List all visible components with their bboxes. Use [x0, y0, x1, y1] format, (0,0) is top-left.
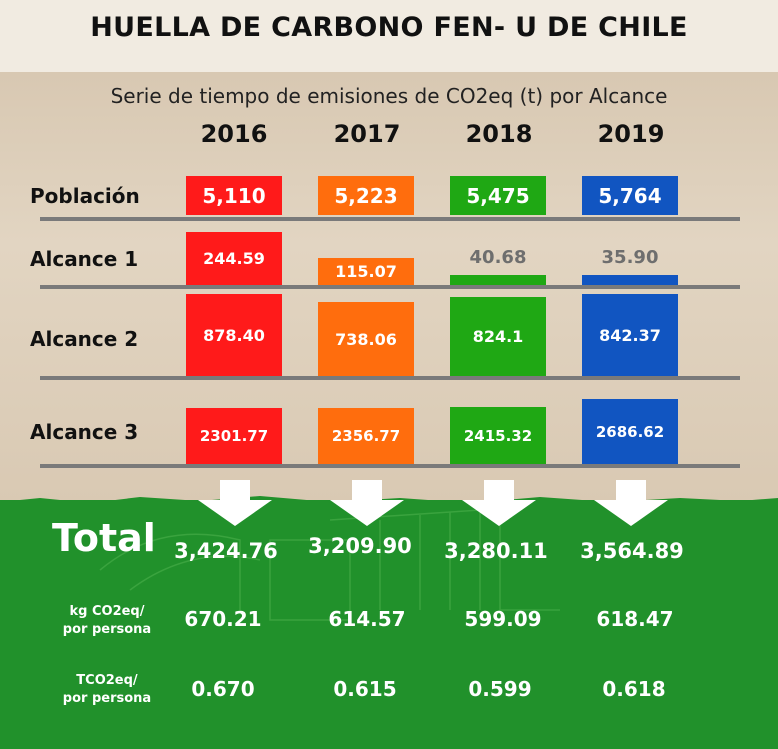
kg-per-person-label-line1: kg CO2eq/: [69, 604, 145, 619]
total-value: 3,424.76: [174, 539, 278, 563]
row-divider: [40, 376, 740, 380]
t-per-person-value: 0.618: [602, 677, 666, 701]
total-value: 3,209.90: [308, 534, 412, 558]
total-label: Total: [52, 516, 156, 560]
year-header: 2016: [200, 120, 268, 148]
year-header: 2019: [597, 120, 665, 148]
total-value: 3,280.11: [444, 539, 548, 563]
page-subtitle: Serie de tiempo de emisiones de CO2eq (t…: [110, 84, 668, 108]
row-label-alcance1: Alcance 1: [30, 247, 139, 271]
alcance2-cell: 738.06: [318, 302, 414, 376]
down-arrow-icon: [594, 480, 668, 526]
title-band: [0, 0, 778, 72]
alcance3-cell: 2686.62: [582, 399, 678, 464]
t-per-person-label-line1: TCO2eq/: [76, 673, 138, 688]
kg-per-person-value: 614.57: [328, 607, 406, 631]
alcance1-cell: 244.59: [186, 232, 282, 285]
kg-per-person-value: 618.47: [596, 607, 674, 631]
row-label-poblacion: Población: [30, 184, 140, 208]
t-per-person-value: 0.599: [468, 677, 532, 701]
t-per-person-value: 0.670: [191, 677, 255, 701]
row-label-alcance2: Alcance 2: [30, 327, 139, 351]
down-arrow-icon: [198, 480, 272, 526]
poblacion-cell: 5,475: [450, 176, 546, 215]
t-per-person-label-line2: por persona: [62, 691, 152, 706]
alcance1-cell: 115.07: [318, 258, 414, 285]
alcance1-bar: [450, 275, 546, 285]
alcance3-cell: 2415.32: [450, 407, 546, 464]
row-divider: [40, 217, 740, 221]
down-arrow-icon: [462, 480, 536, 526]
kg-per-person-value: 670.21: [184, 607, 262, 631]
down-arrow-icon: [330, 480, 404, 526]
alcance2-cell: 878.40: [186, 294, 282, 376]
page-title: HUELLA DE CARBONO FEN- U DE CHILE: [90, 12, 688, 43]
year-header: 2018: [465, 120, 533, 148]
alcance2-cell: 824.1: [450, 297, 546, 376]
green-band: [0, 500, 778, 749]
alcance1-value: 35.90: [601, 247, 659, 268]
row-label-alcance3: Alcance 3: [30, 420, 139, 444]
poblacion-cell: 5,110: [186, 176, 282, 215]
poblacion-cell: 5,223: [318, 176, 414, 215]
row-divider: [40, 285, 740, 289]
kg-per-person-value: 599.09: [464, 607, 542, 631]
t-per-person-label: TCO2eq/ por persona: [42, 672, 172, 708]
alcance1-value: 40.68: [469, 247, 527, 268]
year-header: 2017: [333, 120, 401, 148]
row-divider: [40, 464, 740, 468]
alcance3-cell: 2356.77: [318, 408, 414, 464]
alcance3-cell: 2301.77: [186, 408, 282, 464]
alcance2-cell: 842.37: [582, 294, 678, 376]
kg-per-person-label-line2: por persona: [62, 622, 152, 637]
alcance1-bar: [582, 275, 678, 285]
kg-per-person-label: kg CO2eq/ por persona: [42, 603, 172, 639]
t-per-person-value: 0.615: [333, 677, 397, 701]
poblacion-cell: 5,764: [582, 176, 678, 215]
total-value: 3,564.89: [580, 539, 684, 563]
